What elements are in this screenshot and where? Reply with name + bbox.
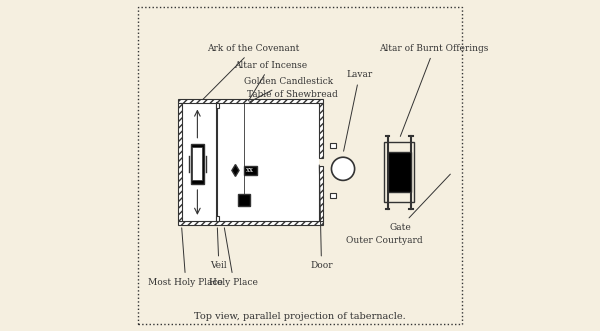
Text: Gate: Gate [389, 174, 451, 232]
Bar [331, 193, 336, 198]
Circle shape [331, 157, 355, 180]
Text: Lavar: Lavar [344, 71, 373, 151]
Bar [191, 144, 204, 184]
Text: Altar of Incense: Altar of Incense [234, 61, 307, 101]
Bar [215, 103, 219, 108]
Bar [178, 221, 323, 225]
Text: Golden Candlestick: Golden Candlestick [244, 77, 333, 102]
Bar [385, 142, 414, 202]
Bar [319, 166, 323, 221]
Text: Ark of the Covenant: Ark of the Covenant [203, 44, 299, 100]
Bar [193, 147, 202, 180]
Bar [319, 103, 323, 158]
Polygon shape [232, 165, 239, 176]
Bar [182, 103, 319, 221]
Bar [178, 99, 323, 103]
Text: Most Holy Place: Most Holy Place [148, 228, 223, 287]
Text: Veil: Veil [211, 228, 227, 270]
Text: Holy Place: Holy Place [209, 228, 258, 287]
Bar [388, 152, 411, 192]
Text: Outer Courtyard: Outer Courtyard [346, 236, 423, 245]
Bar [178, 103, 182, 221]
Bar [331, 143, 336, 148]
Bar [238, 195, 250, 206]
Text: Altar of Burnt Offerings: Altar of Burnt Offerings [379, 44, 489, 136]
Text: Door: Door [310, 165, 333, 270]
Bar [215, 216, 219, 221]
Text: Top view, parallel projection of tabernacle.: Top view, parallel projection of taberna… [194, 312, 406, 321]
Bar [244, 166, 257, 175]
Text: Table of Shewbread: Table of Shewbread [247, 90, 338, 103]
Text: xx: xx [247, 166, 254, 174]
